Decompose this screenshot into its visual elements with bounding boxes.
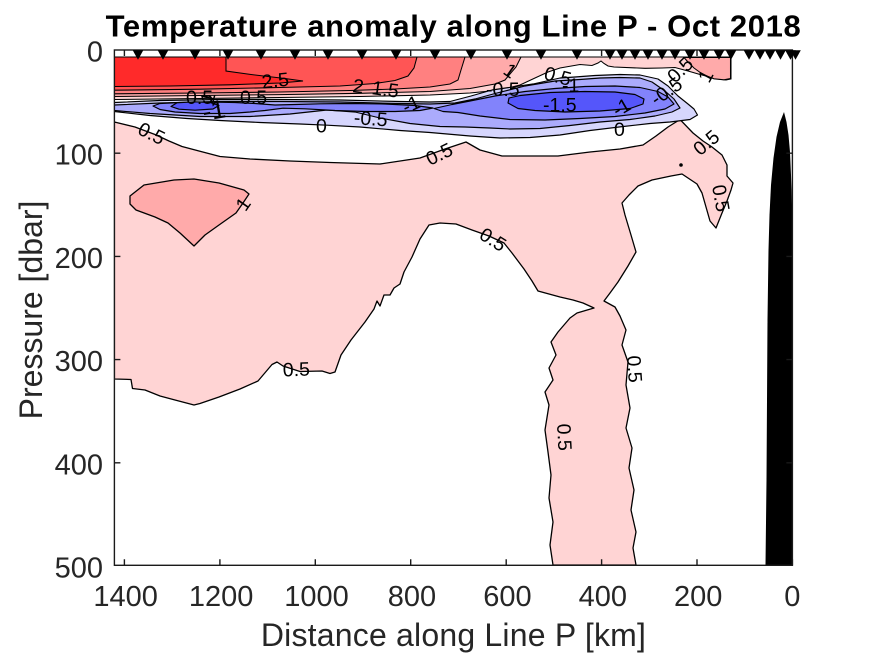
svg-text:2.5: 2.5 <box>261 69 290 94</box>
svg-text:1000: 1000 <box>284 581 349 613</box>
svg-text:0.5: 0.5 <box>240 87 267 109</box>
svg-text:1200: 1200 <box>189 581 254 613</box>
svg-text:0: 0 <box>784 581 800 613</box>
svg-text:300: 300 <box>55 346 103 378</box>
svg-text:0: 0 <box>316 116 327 138</box>
svg-text:0.5: 0.5 <box>707 183 733 214</box>
svg-text:-0.5: -0.5 <box>486 79 520 101</box>
svg-text:800: 800 <box>388 581 436 613</box>
svg-text:-1: -1 <box>562 75 579 97</box>
svg-text:Temperature anomaly along Line: Temperature anomaly along Line P - Oct 2… <box>106 9 802 44</box>
svg-text:0.5: 0.5 <box>622 355 646 384</box>
svg-text:1.5: 1.5 <box>370 77 400 103</box>
svg-text:200: 200 <box>55 243 103 275</box>
svg-text:1400: 1400 <box>93 581 158 613</box>
svg-text:2: 2 <box>351 75 365 98</box>
svg-text:400: 400 <box>579 581 627 613</box>
svg-text:100: 100 <box>55 140 103 172</box>
svg-text:0: 0 <box>614 119 625 141</box>
svg-text:500: 500 <box>55 553 103 585</box>
svg-text:Distance along Line P [km]: Distance along Line P [km] <box>261 617 646 653</box>
svg-text:-1.5: -1.5 <box>543 95 577 117</box>
svg-text:0: 0 <box>87 36 103 68</box>
svg-text:200: 200 <box>674 581 722 613</box>
svg-text:400: 400 <box>55 449 103 481</box>
svg-text:600: 600 <box>483 581 531 613</box>
svg-text:0.5: 0.5 <box>552 423 575 451</box>
svg-text:0.5: 0.5 <box>186 87 213 109</box>
svg-text:Pressure [dbar]: Pressure [dbar] <box>13 201 49 420</box>
svg-text:0.5: 0.5 <box>282 359 310 382</box>
svg-text:-0.5: -0.5 <box>353 107 388 131</box>
svg-text:-1: -1 <box>200 93 228 127</box>
